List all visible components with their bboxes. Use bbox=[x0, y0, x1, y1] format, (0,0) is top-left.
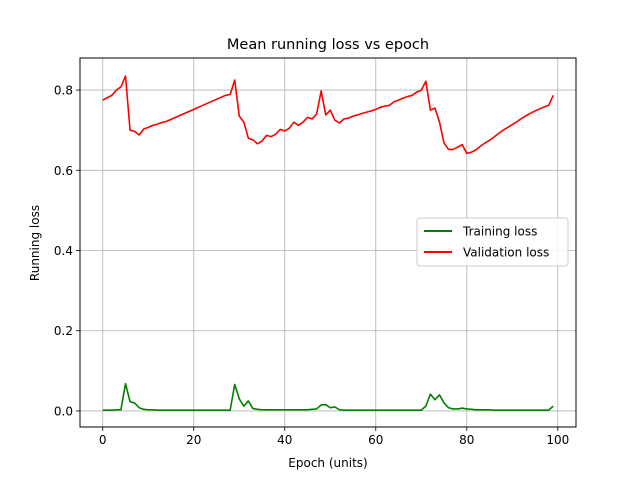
grid bbox=[80, 58, 576, 427]
legend-label-validation: Validation loss bbox=[463, 246, 549, 260]
y-tick-label: 0.4 bbox=[54, 244, 73, 258]
y-tick-label: 0.8 bbox=[54, 84, 73, 98]
validation-loss-line bbox=[102, 75, 554, 155]
x-tick-label: 100 bbox=[546, 433, 569, 447]
legend-label-training: Training loss bbox=[462, 225, 537, 239]
training-loss-line bbox=[102, 382, 554, 411]
y-tick-label: 0.2 bbox=[54, 324, 73, 338]
axis-ticks: 0 20 40 60 80 100 0.0 0.2 0.4 0.6 0.8 bbox=[54, 84, 569, 447]
legend-frame bbox=[416, 217, 569, 267]
x-tick-label: 60 bbox=[368, 433, 383, 447]
x-tick-label: 40 bbox=[277, 433, 292, 447]
x-tick-label: 20 bbox=[186, 433, 201, 447]
y-tick-label: 0.0 bbox=[54, 404, 73, 418]
plot-area-frame bbox=[79, 57, 577, 428]
x-axis-label: Epoch (units) bbox=[288, 456, 367, 470]
y-axis-label: Running loss bbox=[28, 205, 42, 281]
y-tick-label: 0.6 bbox=[54, 164, 73, 178]
series-lines bbox=[102, 75, 554, 411]
legend: Training loss Validation loss bbox=[416, 217, 569, 267]
x-tick-label: 80 bbox=[459, 433, 474, 447]
x-tick-label: 0 bbox=[99, 433, 107, 447]
chart-title: Mean running loss vs epoch bbox=[227, 37, 429, 53]
